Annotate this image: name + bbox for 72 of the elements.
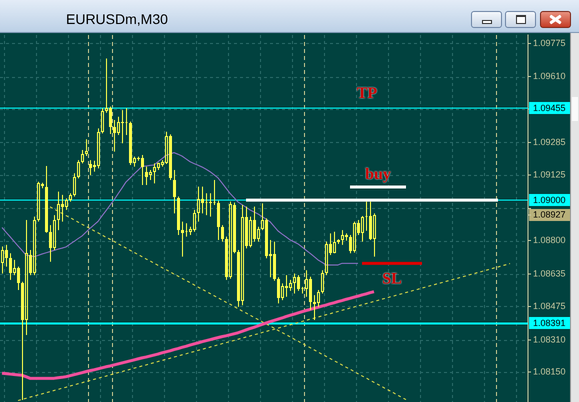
- annotation: TP: [356, 84, 378, 102]
- candlestick: [157, 163, 160, 171]
- candlestick: [109, 106, 112, 134]
- candlestick: [61, 194, 64, 222]
- candlestick: [85, 138, 88, 157]
- chart-title: EURUSDm,M30: [66, 11, 168, 28]
- candlestick: [97, 128, 100, 169]
- candlestick: [117, 116, 120, 136]
- y-tick-label: 1.09775: [533, 38, 566, 48]
- candlestick: [173, 170, 176, 214]
- candlestick: [77, 160, 80, 179]
- candlestick: [177, 196, 180, 236]
- candlestick: [313, 294, 316, 321]
- y-tick-label: 1.08310: [533, 334, 566, 344]
- candlestick: [1, 246, 4, 274]
- candlestick: [53, 214, 56, 250]
- y-tick-label: 1.08635: [533, 268, 566, 279]
- candlestick: [5, 244, 8, 268]
- y-tick-label: 1.08150: [533, 366, 566, 377]
- candlestick: [73, 172, 76, 198]
- candlestick: [361, 215, 364, 242]
- candlestick: [337, 240, 340, 244]
- candlestick: [321, 270, 324, 294]
- ref-line-label: 1.08391: [533, 318, 566, 328]
- y-tick-label: 1.09610: [533, 71, 566, 82]
- candlestick: [369, 201, 372, 241]
- candlestick: [141, 154, 144, 186]
- candlestick: [293, 272, 296, 294]
- candlestick: [197, 186, 200, 222]
- candlestick: [45, 165, 48, 234]
- candlestick: [89, 160, 92, 176]
- candlestick: [145, 166, 148, 186]
- candlestick: [289, 279, 292, 292]
- y-tick-label: 1.09285: [533, 136, 566, 147]
- candlestick: [345, 232, 348, 242]
- candlestick: [353, 221, 356, 254]
- candlestick: [241, 204, 244, 306]
- y-tick-label: 1.08475: [533, 300, 566, 311]
- candlestick: [33, 216, 36, 276]
- candlestick: [149, 170, 152, 180]
- ref-line-label: 1.09000: [533, 194, 566, 205]
- y-tick-label: 1.08800: [533, 235, 566, 246]
- candlestick: [101, 108, 104, 134]
- candlestick: [201, 186, 204, 214]
- candlestick: [169, 134, 172, 180]
- candlestick: [25, 220, 28, 336]
- y-tick-label: 1.09125: [533, 169, 566, 180]
- series-label: buy: [365, 166, 391, 184]
- candlestick: [81, 149, 84, 164]
- candlestick: [57, 191, 60, 231]
- series-label: SL: [382, 270, 402, 288]
- candlestick: [129, 121, 132, 166]
- candlestick: [285, 274, 288, 298]
- candlestick: [325, 241, 328, 276]
- candlestick: [341, 230, 344, 246]
- candlestick: [181, 221, 184, 258]
- candlestick: [317, 290, 320, 308]
- y-tick-label: 1.08927: [533, 209, 566, 220]
- candlestick: [297, 274, 300, 292]
- candlestick: [9, 252, 12, 280]
- candlestick: [309, 276, 312, 310]
- candlestick: [121, 110, 124, 144]
- candlestick: [17, 266, 20, 291]
- ref-line-label: 1.09455: [533, 102, 566, 113]
- candlestick: [193, 209, 196, 232]
- candlestick: [221, 224, 224, 242]
- candlestick: [253, 206, 256, 242]
- candlestick: [209, 192, 212, 218]
- candlestick: [113, 120, 116, 152]
- candlestick: [153, 162, 156, 184]
- candlestick: [265, 218, 268, 259]
- candlestick: [249, 216, 252, 248]
